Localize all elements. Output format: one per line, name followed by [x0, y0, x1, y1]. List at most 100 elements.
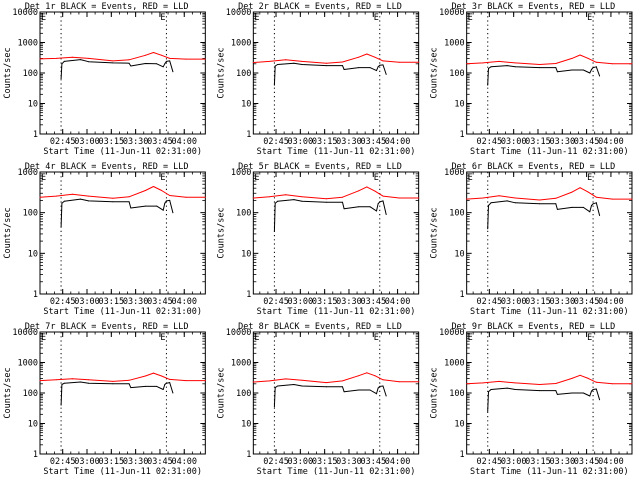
data-point-events [377, 203, 379, 205]
data-point-lld [88, 195, 90, 197]
data-point-lld [539, 384, 541, 385]
data-point-events [506, 200, 508, 202]
data-point-events [556, 71, 558, 73]
corner-marker-label: E [160, 173, 165, 183]
data-point-lld [358, 190, 360, 192]
data-point-events [128, 62, 130, 64]
y-tick-label: 1000 [18, 359, 38, 369]
data-point-events [165, 382, 167, 384]
y-tick-label: 1000 [444, 168, 464, 178]
x-tick-label: 03:30 [549, 137, 575, 147]
data-point-events [539, 67, 541, 69]
data-point-lld [128, 59, 130, 61]
data-point-lld [539, 64, 541, 65]
data-point-lld [482, 382, 484, 384]
x-tick-label: 02:45 [50, 457, 76, 467]
data-point-lld [358, 56, 360, 58]
data-point-events [487, 228, 489, 230]
data-point-events [273, 406, 275, 408]
data-point-events [88, 382, 90, 384]
data-point-lld [482, 197, 484, 199]
data-point-events [555, 390, 557, 392]
data-point-events [595, 202, 597, 204]
data-point-events [506, 387, 508, 389]
data-point-lld [252, 381, 254, 383]
data-point-events [63, 60, 65, 62]
y-tick-label: 1000 [18, 168, 38, 178]
data-point-lld [55, 57, 57, 59]
data-point-events [130, 387, 132, 389]
corner-marker-label: E [41, 13, 46, 23]
y-axis-label: Counts/sec [216, 367, 226, 418]
series-line-events [60, 198, 174, 227]
data-point-lld [301, 379, 303, 381]
x-tick-label: 03:00 [501, 297, 527, 307]
series-line-lld [39, 52, 206, 62]
x-tick-label: 02:45 [477, 457, 503, 467]
x-tick-label: 02:45 [50, 137, 76, 147]
x-tick-label: 03:30 [549, 297, 575, 307]
data-point-events [490, 389, 492, 390]
data-point-lld [301, 196, 303, 198]
data-point-events [582, 392, 584, 394]
chart-title: Det 9r BLACK = Events, RED = LLD [451, 322, 615, 332]
data-point-events [487, 84, 489, 86]
data-point-lld [153, 186, 154, 187]
x-tick-label: 03:45 [360, 297, 386, 307]
data-point-lld [88, 57, 90, 59]
data-point-events [377, 387, 379, 389]
y-tick-label: 10 [454, 100, 464, 110]
data-point-events [162, 389, 164, 390]
data-point-lld [342, 61, 343, 63]
y-tick-label: 1000 [444, 39, 464, 49]
data-point-events [144, 63, 146, 64]
y-axis-label: Counts/sec [216, 207, 226, 258]
y-tick-label: 100 [23, 209, 38, 219]
chart-title: Det 6r BLACK = Events, RED = LLD [451, 162, 615, 172]
data-point-events [164, 384, 166, 385]
data-point-events [88, 61, 90, 63]
plot-frame [466, 11, 633, 135]
x-tick-label: 04:00 [598, 457, 624, 467]
data-point-events [487, 410, 489, 412]
data-point-events [592, 389, 594, 390]
data-point-events [385, 214, 387, 215]
data-point-events [490, 202, 492, 204]
data-point-lld [185, 196, 187, 198]
series-line-events [487, 200, 601, 229]
y-tick-label: 1000 [18, 39, 38, 49]
data-point-events [165, 200, 167, 202]
data-point-lld [418, 381, 420, 383]
x-axis-label: Start Time (11-Jun-11 02:31:00) [257, 307, 416, 317]
corner-marker-label: E [374, 333, 379, 343]
data-point-events [342, 201, 343, 203]
y-tick-label: 10000 [12, 328, 38, 338]
data-point-events [343, 69, 345, 70]
chart-panel-8: Det 8r BLACK = Events, RED = LLD 1 10 100 10… [216, 322, 420, 477]
data-point-lld [55, 195, 57, 197]
y-tick-label: 10000 [439, 8, 465, 18]
data-point-lld [482, 62, 484, 64]
x-tick-label: 03:00 [288, 457, 314, 467]
y-tick-label: 10 [28, 100, 38, 110]
data-point-events [488, 68, 489, 69]
data-point-lld [595, 196, 597, 198]
corner-marker-label: E [587, 173, 592, 183]
y-axis-label: Counts/sec [3, 367, 13, 418]
data-point-lld [269, 380, 270, 382]
plot-frame [252, 171, 420, 295]
data-point-lld [418, 61, 420, 63]
y-tick-label: 100 [449, 69, 464, 79]
x-tick-label: 02:45 [50, 297, 76, 307]
y-tick-label: 10000 [226, 8, 252, 18]
data-point-events [61, 384, 63, 385]
data-point-lld [382, 379, 384, 381]
y-tick-label: 1000 [444, 359, 464, 369]
x-tick-label: 02:45 [263, 457, 289, 467]
data-point-lld [418, 197, 420, 199]
chart-panel-1: Det 1r BLACK = Events, RED = LLD 1 10 100 10… [3, 2, 206, 157]
chart-title: Det 7r BLACK = Events, RED = LLD [25, 322, 189, 332]
x-tick-label: 02:45 [477, 137, 503, 147]
data-point-events [301, 200, 303, 202]
chart-title: Det 1r BLACK = Events, RED = LLD [25, 2, 189, 12]
